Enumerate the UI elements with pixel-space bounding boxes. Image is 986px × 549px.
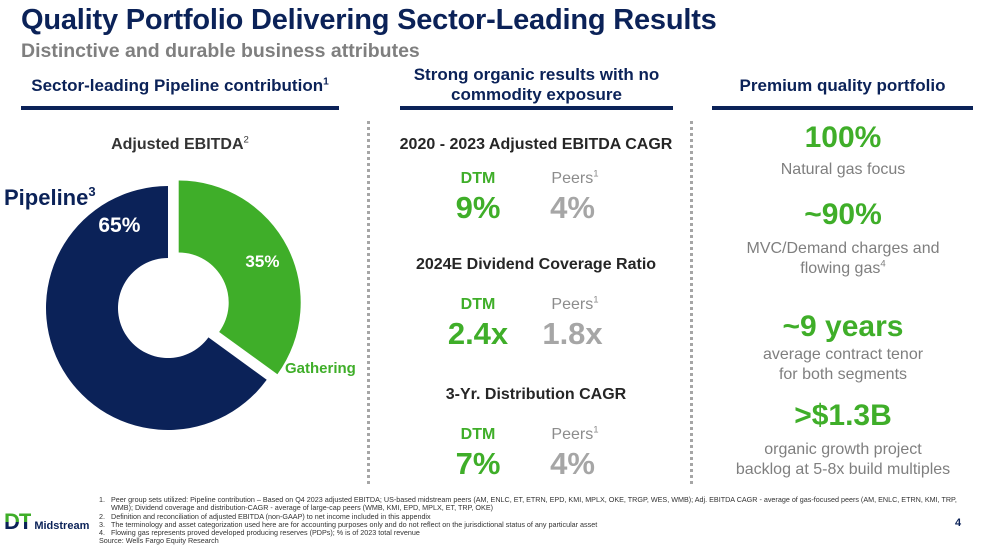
kpi-desc-line2-text: backlog at 5-8x build multiples <box>735 461 951 478</box>
logo-name: Midstream <box>34 520 90 532</box>
kpi-desc-line1: average contract tenor <box>762 346 924 363</box>
metric-title: 2020 - 2023 Adjusted EBITDA CAGR <box>399 136 673 153</box>
kpi-description: average contract tenor for both segments <box>700 345 986 385</box>
kpi-desc-line2-text: for both segments <box>778 366 908 383</box>
peers-value: 4% <box>550 190 595 225</box>
middle-heading-line1: Strong organic results with no <box>413 65 660 84</box>
kpi-desc-line1: MVC/Demand charges and <box>746 240 940 257</box>
footnote-number: 4. <box>99 528 105 538</box>
category-label-gathering: Gathering <box>285 360 356 377</box>
kpi-desc-line2-text: flowing gas <box>800 260 881 277</box>
kpi-desc-line2: for both segments <box>700 365 986 385</box>
left-column-heading: Sector-leading Pipeline contribution1 <box>21 76 339 96</box>
page-title: Quality Portfolio Delivering Sector-Lead… <box>21 4 717 36</box>
peers-label: Peers1 <box>530 294 620 314</box>
page-subtitle: Distinctive and durable business attribu… <box>21 40 420 62</box>
dtm-label: DTM <box>460 296 496 313</box>
column-divider-right <box>690 121 693 484</box>
kpi-value: 100% <box>804 121 882 154</box>
footnote-ref: 1 <box>323 76 329 88</box>
kpi-desc-line2: flowing gas4 <box>700 259 986 279</box>
dtm-value: 2.4x <box>447 316 509 351</box>
peers-label-text: Peers <box>551 170 594 187</box>
footnote-number: 1. <box>99 495 105 504</box>
right-heading-underline <box>712 106 973 110</box>
footnote-text: Flowing gas represents proved developed … <box>111 528 420 538</box>
peers-value: 1.8x <box>542 316 603 351</box>
donut-value-label: 65% <box>98 214 140 237</box>
kpi-value: ~90% <box>804 198 882 231</box>
footnote-ref: 1 <box>593 294 599 306</box>
dtm-value: 7% <box>455 446 501 481</box>
kpi-description: Natural gas focus <box>700 160 986 180</box>
peers-label-text: Peers <box>551 426 594 443</box>
chart-title: Adjusted EBITDA2 <box>80 134 280 154</box>
dtm-label: DTM <box>460 170 496 187</box>
footnote-text: Peer group sets utilized: Pipeline contr… <box>111 495 957 513</box>
company-logo: DT Midstream <box>4 509 90 534</box>
kpi-desc-line1: Natural gas focus <box>780 161 906 178</box>
footnotes: 1. Peer group sets utilized: Pipeline con… <box>99 495 959 546</box>
middle-heading-underline <box>400 106 673 110</box>
peers-value: 4% <box>550 446 595 481</box>
metric-title: 3-Yr. Distribution CAGR <box>445 386 627 403</box>
kpi-description: MVC/Demand charges and flowing gas4 <box>700 239 986 279</box>
peers-label-text: Peers <box>551 296 594 313</box>
kpi-description: organic growth project backlog at 5-8x bu… <box>700 440 986 480</box>
footnote-text: Definition and reconciliation of adjuste… <box>111 511 431 521</box>
footnote-text: The terminology and asset categorization… <box>111 519 598 529</box>
dtm-label: DTM <box>460 426 496 443</box>
peers-label: Peers1 <box>530 168 620 188</box>
kpi-desc-line2: backlog at 5-8x build multiples <box>700 460 986 480</box>
column-divider-left <box>367 121 370 484</box>
category-label-pipeline: Pipeline3 <box>4 184 96 210</box>
footnote-ref: 4 <box>880 258 886 270</box>
left-heading-underline <box>21 106 339 110</box>
source-note: Source: Wells Fargo Equity Research <box>99 536 219 546</box>
footnote-ref: 3 <box>88 184 95 199</box>
kpi-desc-line1: organic growth project <box>764 441 922 458</box>
right-column-heading: Premium quality portfolio <box>739 76 946 95</box>
footnote-ref: 1 <box>593 424 599 436</box>
donut-chart: 65% 35% Pipeline3 Gathering <box>4 180 356 430</box>
dtm-value: 9% <box>455 190 501 225</box>
middle-column-heading: Strong organic results with no commodity… <box>400 65 673 105</box>
metric-title: 2024E Dividend Coverage Ratio <box>415 256 657 273</box>
middle-heading-line2: commodity exposure <box>451 85 622 104</box>
footnote-ref: 2 <box>243 134 249 146</box>
kpi-value: ~9 years <box>782 310 904 343</box>
footnote-item: 1. Peer group sets utilized: Pipeline con… <box>99 495 959 513</box>
left-heading-text: Sector-leading Pipeline contribution <box>31 76 324 95</box>
footnote-item: 3. The terminology and asset categorizati… <box>99 519 959 529</box>
chart-title-text: Adjusted EBITDA <box>111 136 244 153</box>
footnote-item: 4. Flowing gas represents proved develope… <box>99 528 959 538</box>
footnote-item: 2. Definition and reconciliation of adjus… <box>99 511 959 521</box>
footnote-number: 3. <box>99 519 105 529</box>
footnote-number: 2. <box>99 511 105 521</box>
footnote-ref: 1 <box>593 168 599 180</box>
donut-slice-pipeline <box>45 186 267 430</box>
logo-mark: DT <box>4 509 32 534</box>
page-number: 4 <box>955 517 962 529</box>
peers-label: Peers1 <box>530 424 620 444</box>
donut-value-label: 35% <box>245 252 279 271</box>
donut-slice-gathering <box>178 180 301 375</box>
kpi-value: >$1.3B <box>794 399 892 432</box>
